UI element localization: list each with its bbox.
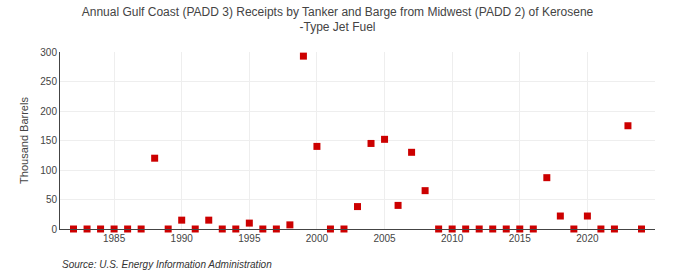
svg-text:1985: 1985 (103, 233, 126, 244)
svg-text:2020: 2020 (576, 233, 599, 244)
svg-text:Annual Gulf Coast (PADD 3) Rec: Annual Gulf Coast (PADD 3) Receipts by T… (82, 5, 594, 35)
svg-text:1990: 1990 (171, 233, 194, 244)
svg-text:200: 200 (40, 106, 57, 117)
svg-text:100: 100 (40, 165, 57, 176)
svg-text:Source: U.S. Energy Informatio: Source: U.S. Energy Information Administ… (62, 259, 272, 270)
svg-text:2015: 2015 (509, 233, 532, 244)
svg-text:2005: 2005 (373, 233, 396, 244)
svg-text:Thousand Barrels: Thousand Barrels (18, 97, 30, 184)
svg-text:1995: 1995 (238, 233, 261, 244)
svg-text:300: 300 (40, 47, 57, 58)
svg-text:250: 250 (40, 76, 57, 87)
svg-text:50: 50 (46, 194, 58, 205)
svg-text:2000: 2000 (306, 233, 329, 244)
svg-text:0: 0 (51, 224, 57, 235)
svg-text:150: 150 (40, 135, 57, 146)
svg-text:2010: 2010 (441, 233, 464, 244)
